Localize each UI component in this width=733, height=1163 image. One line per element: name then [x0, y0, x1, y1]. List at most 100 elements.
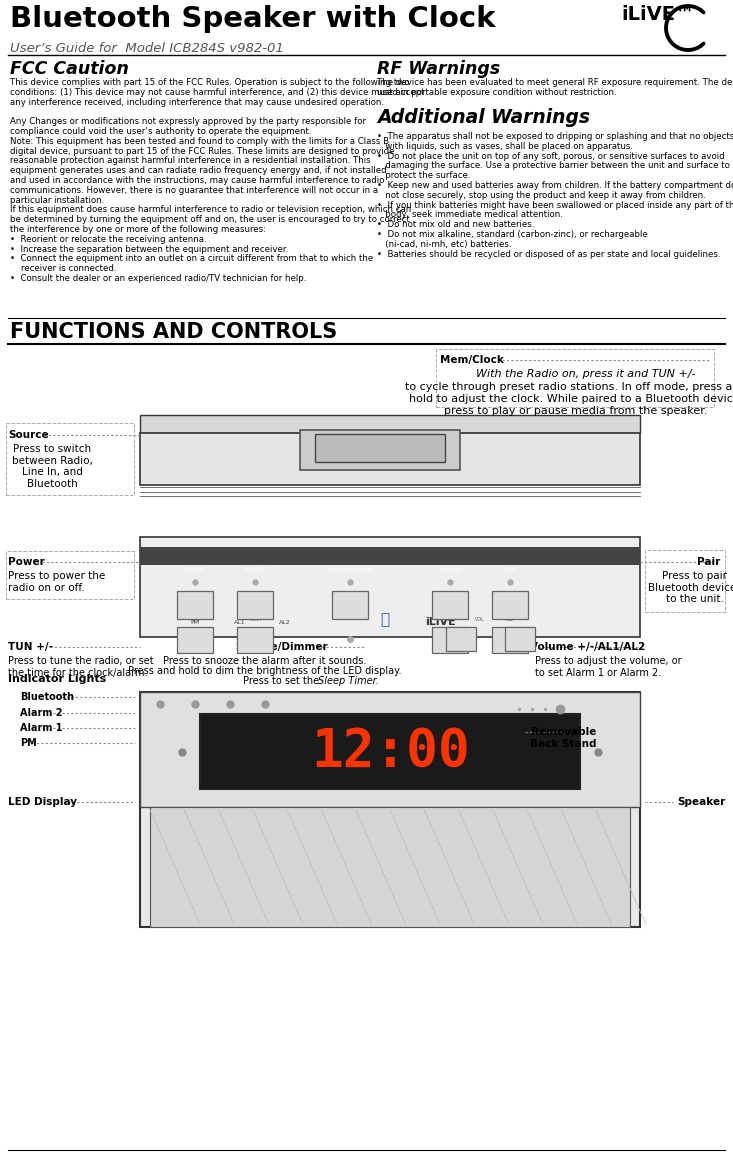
Text: •  Connect the equipment into an outlet on a circuit different from that to whic: • Connect the equipment into an outlet o… — [10, 255, 373, 263]
Text: Alarm 2: Alarm 2 — [20, 708, 62, 718]
Text: Indicator Lights: Indicator Lights — [8, 675, 106, 684]
Text: AL1: AL1 — [234, 620, 246, 625]
Text: Press to adjust the volume, or
to set Alarm 1 or Alarm 2.: Press to adjust the volume, or to set Al… — [535, 656, 682, 678]
Text: FUNCTIONS AND CONTROLS: FUNCTIONS AND CONTROLS — [10, 322, 337, 342]
Text: (ni-cad, ni-mh, etc) batteries.: (ni-cad, ni-mh, etc) batteries. — [377, 240, 512, 249]
Text: Speaker: Speaker — [677, 797, 725, 807]
Bar — [200, 714, 580, 789]
Text: compliance could void the user’s authority to operate the equipment.: compliance could void the user’s authori… — [10, 127, 312, 136]
Bar — [492, 627, 528, 652]
Text: Bluetooth: Bluetooth — [20, 692, 74, 702]
Text: particular installation.: particular installation. — [10, 195, 104, 205]
Text: ►►: ►► — [248, 635, 262, 645]
Bar — [140, 537, 640, 637]
Text: The device has been evaluated to meet general RF exposure requirement. The devic: The device has been evaluated to meet ge… — [377, 78, 733, 87]
Bar — [237, 627, 273, 652]
Text: •  Batteries should be recycled or disposed of as per state and local guidelines: • Batteries should be recycled or dispos… — [377, 250, 721, 258]
Text: receiver is connected.: receiver is connected. — [10, 264, 117, 273]
Bar — [446, 627, 476, 651]
Text: to cycle through preset radio stations. In off mode, press and: to cycle through preset radio stations. … — [405, 381, 733, 392]
Bar — [140, 692, 640, 807]
Text: PM: PM — [191, 620, 199, 625]
Text: This device complies with part 15 of the FCC Rules. Operation is subject to the : This device complies with part 15 of the… — [10, 78, 410, 87]
Text: 12:00: 12:00 — [311, 726, 469, 778]
Text: •  Increase the separation between the equipment and receiver.: • Increase the separation between the eq… — [10, 244, 288, 254]
Text: AL2: AL2 — [505, 618, 515, 622]
Bar — [6, 423, 134, 495]
Bar — [140, 692, 640, 927]
Text: RF Warnings: RF Warnings — [377, 60, 500, 78]
Text: with liquids, such as vases, shall be placed on apparatus.: with liquids, such as vases, shall be pl… — [377, 142, 633, 151]
Text: SOURCE: SOURCE — [244, 568, 266, 572]
Text: Any Changes or modifications not expressly approved by the party responsible for: Any Changes or modifications not express… — [10, 117, 366, 127]
Text: digital device, pursuant to part 15 of the FCC Rules. These limits are designed : digital device, pursuant to part 15 of t… — [10, 147, 394, 156]
Text: protect the surface.: protect the surface. — [377, 171, 471, 180]
Text: ⊙: ⊙ — [190, 599, 200, 612]
Text: TUN +/-: TUN +/- — [8, 642, 53, 652]
Bar — [237, 591, 273, 619]
Text: Press to power the
radio on or off.: Press to power the radio on or off. — [8, 571, 106, 593]
Text: used in portable exposure condition without restriction.: used in portable exposure condition with… — [377, 87, 616, 97]
Bar — [436, 349, 714, 407]
Bar — [140, 433, 640, 485]
Text: Press to tune the radio, or set
the time for the clock/alarm.: Press to tune the radio, or set the time… — [8, 656, 154, 678]
Text: AL1: AL1 — [446, 618, 454, 622]
Text: equipment generates uses and can radiate radio frequency energy and, if not inst: equipment generates uses and can radiate… — [10, 166, 386, 176]
Text: TUN-: TUN- — [189, 618, 201, 622]
Text: FCC Caution: FCC Caution — [10, 60, 129, 78]
Bar — [177, 591, 213, 619]
Text: Additional Warnings: Additional Warnings — [377, 108, 590, 127]
Text: Press to switch
between Radio,
Line In, and
Bluetooth: Press to switch between Radio, Line In, … — [12, 444, 93, 488]
Text: press to play or pause media from the speaker.: press to play or pause media from the sp… — [444, 406, 708, 416]
Text: damaging the surface. Use a protective barrier between the unit and surface to: damaging the surface. Use a protective b… — [377, 162, 730, 171]
Bar — [505, 627, 535, 651]
Text: PAIR: PAIR — [504, 568, 516, 572]
Text: not close securely, stop using the product and keep it away from children.: not close securely, stop using the produ… — [377, 191, 706, 200]
Bar — [315, 434, 445, 462]
Text: Bluetooth Speaker with Clock: Bluetooth Speaker with Clock — [10, 5, 496, 33]
Bar — [645, 550, 725, 612]
Text: Alarm 1: Alarm 1 — [20, 723, 62, 733]
Text: If this equipment does cause harmful interference to radio or television recepti: If this equipment does cause harmful int… — [10, 206, 411, 214]
Text: and used in accordance with the instructions, may cause harmful interference to : and used in accordance with the instruct… — [10, 176, 384, 185]
Text: Removable
Back Stand: Removable Back Stand — [530, 727, 597, 749]
Text: iLiVE: iLiVE — [424, 618, 455, 627]
Bar — [432, 591, 468, 619]
Text: Press and hold to dim the brightness of the LED display.: Press and hold to dim the brightness of … — [128, 666, 402, 676]
Bar — [150, 807, 630, 927]
Text: MEM/CLK: MEM/CLK — [438, 568, 462, 572]
Text: Volume +/-/AL1/AL2: Volume +/-/AL1/AL2 — [530, 642, 645, 652]
Text: Mem/Clock: Mem/Clock — [440, 355, 504, 365]
Text: hold to adjust the clock. While paired to a Bluetooth device,: hold to adjust the clock. While paired t… — [409, 394, 733, 404]
Bar — [332, 591, 368, 619]
Text: AL2: AL2 — [279, 620, 291, 625]
Bar — [6, 551, 134, 599]
Text: Snooze/Dimmer: Snooze/Dimmer — [235, 642, 328, 652]
Text: Press to snooze the alarm after it sounds.: Press to snooze the alarm after it sound… — [163, 656, 366, 666]
Bar — [140, 538, 640, 545]
Text: •  Do not place the unit on top of any soft, porous, or sensitive surfaces to av: • Do not place the unit on top of any so… — [377, 151, 725, 160]
Text: SNOOZE/DIMMER: SNOOZE/DIMMER — [328, 568, 372, 572]
Text: be determined by turning the equipment off and on, the user is encouraged to try: be determined by turning the equipment o… — [10, 215, 410, 224]
Text: Sleep Timer.: Sleep Timer. — [318, 676, 379, 686]
Bar — [140, 547, 640, 565]
Text: VOL: VOL — [475, 618, 485, 622]
Text: PM: PM — [20, 739, 37, 748]
Text: With the Radio on, press it and TUN +/-: With the Radio on, press it and TUN +/- — [476, 369, 696, 379]
Bar — [140, 415, 640, 433]
Text: •  Consult the dealer or an experienced radio/TV technician for help.: • Consult the dealer or an experienced r… — [10, 274, 306, 283]
Text: reasonable protection against harmful interference in a residential installation: reasonable protection against harmful in… — [10, 156, 371, 165]
Text: Press to set the: Press to set the — [243, 676, 323, 686]
Text: body, seek immediate medical attention.: body, seek immediate medical attention. — [377, 211, 563, 220]
Text: ⏯: ⏯ — [446, 600, 453, 611]
Bar — [177, 627, 213, 652]
Text: +: + — [515, 633, 526, 645]
Text: LED Display: LED Display — [8, 797, 77, 807]
Text: ⧉: ⧉ — [380, 612, 389, 627]
Text: •  Do not mix alkaline, standard (carbon-zinc), or rechargeable: • Do not mix alkaline, standard (carbon-… — [377, 230, 648, 240]
Text: POWER: POWER — [185, 568, 205, 572]
Bar — [300, 430, 460, 470]
Text: •  The apparatus shall not be exposed to dripping or splashing and that no objec: • The apparatus shall not be exposed to … — [377, 131, 733, 141]
Text: Power: Power — [8, 557, 45, 568]
Bar — [432, 627, 468, 652]
